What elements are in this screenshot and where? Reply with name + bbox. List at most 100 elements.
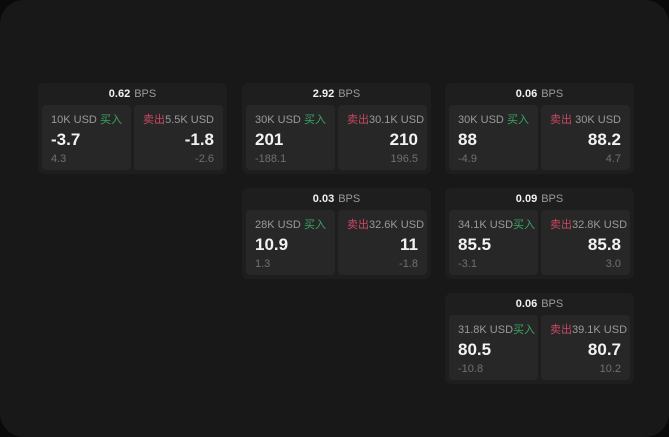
- buy-panel[interactable]: 34.1K USD 买入 85.5 -3.1: [449, 210, 538, 275]
- buy-side-label: 买入: [513, 324, 536, 336]
- card-header: 0.09 BPS: [445, 188, 634, 210]
- buy-sub-value: -188.1: [255, 152, 287, 165]
- buy-price: -3.7: [51, 130, 81, 150]
- card-header: 0.06 BPS: [445, 293, 634, 315]
- sell-panel[interactable]: 卖出 30.1K USD 210 196.5: [338, 105, 427, 170]
- sell-sub-value: 10.2: [599, 362, 621, 375]
- sell-price: 11: [400, 235, 418, 255]
- sell-panel[interactable]: 卖出 39.1K USD 80.7 10.2: [541, 315, 630, 380]
- bps-unit-label: BPS: [541, 298, 564, 310]
- quote-card: 0.06 BPS 30K USD 买入 88 -4.9 卖出 30K USD 8…: [445, 83, 634, 174]
- quote-card: 0.06 BPS 31.8K USD 买入 80.5 -10.8 卖出 39.1…: [445, 293, 634, 384]
- bid-ask-panels: 31.8K USD 买入 80.5 -10.8 卖出 39.1K USD 80.…: [449, 315, 630, 380]
- bps-value: 0.09: [515, 193, 538, 205]
- buy-panel[interactable]: 10K USD 买入 -3.7 4.3: [42, 105, 131, 170]
- sell-amount: 32.8K USD: [572, 219, 628, 231]
- sell-panel-top: 卖出 32.6K USD: [347, 216, 424, 232]
- buy-amount: 34.1K USD: [458, 219, 514, 231]
- sell-side-label: 卖出: [550, 219, 572, 231]
- buy-sub-value: -4.9: [458, 152, 477, 165]
- sell-panel[interactable]: 卖出 32.8K USD 85.8 3.0: [541, 210, 630, 275]
- sell-panel-top: 卖出 30K USD: [550, 111, 621, 127]
- bps-value: 0.03: [312, 193, 335, 205]
- buy-panel-top: 10K USD 买入: [51, 111, 122, 127]
- sell-panel-top: 卖出 30.1K USD: [347, 111, 424, 127]
- sell-panel-top: 卖出 5.5K USD: [143, 111, 214, 127]
- bid-ask-panels: 30K USD 买入 88 -4.9 卖出 30K USD 88.2 4.7: [449, 105, 630, 170]
- card-header: 0.06 BPS: [445, 83, 634, 105]
- sell-amount: 30.1K USD: [369, 114, 425, 126]
- buy-panel-top: 30K USD 买入: [255, 111, 326, 127]
- card-header: 0.03 BPS: [242, 188, 431, 210]
- buy-sub-value: -10.8: [458, 362, 484, 375]
- bid-ask-panels: 28K USD 买入 10.9 1.3 卖出 32.6K USD 11 -1.8: [246, 210, 427, 275]
- bps-value: 0.06: [515, 298, 538, 310]
- sell-panel-top: 卖出 32.8K USD: [550, 216, 627, 232]
- bps-unit-label: BPS: [338, 88, 361, 100]
- quote-card: 2.92 BPS 30K USD 买入 201 -188.1 卖出 30.1K …: [242, 83, 431, 174]
- bps-value: 0.62: [108, 88, 131, 100]
- bps-unit-label: BPS: [541, 193, 564, 205]
- buy-side-label: 买入: [507, 114, 529, 126]
- buy-panel[interactable]: 31.8K USD 买入 80.5 -10.8: [449, 315, 538, 380]
- sell-panel-top: 卖出 39.1K USD: [550, 321, 627, 337]
- buy-side-label: 买入: [100, 114, 122, 126]
- sell-side-label: 卖出: [550, 114, 572, 126]
- buy-sub-value: 1.3: [255, 257, 271, 270]
- bps-unit-label: BPS: [541, 88, 564, 100]
- buy-sub-value: 4.3: [51, 152, 67, 165]
- buy-amount: 30K USD: [458, 114, 504, 126]
- bps-unit-label: BPS: [338, 193, 361, 205]
- sell-price: 85.8: [587, 235, 621, 255]
- buy-amount: 30K USD: [255, 114, 301, 126]
- sell-side-label: 卖出: [347, 219, 369, 231]
- buy-price: 80.5: [458, 340, 492, 360]
- sell-price: -1.8: [184, 130, 214, 150]
- buy-amount: 31.8K USD: [458, 324, 514, 336]
- sell-sub-value: 196.5: [390, 152, 418, 165]
- sell-amount: 5.5K USD: [165, 114, 214, 126]
- buy-panel[interactable]: 28K USD 买入 10.9 1.3: [246, 210, 335, 275]
- sell-price: 88.2: [587, 130, 621, 150]
- buy-panel[interactable]: 30K USD 买入 88 -4.9: [449, 105, 538, 170]
- buy-side-label: 买入: [304, 219, 326, 231]
- sell-panel[interactable]: 卖出 30K USD 88.2 4.7: [541, 105, 630, 170]
- buy-panel-top: 28K USD 买入: [255, 216, 326, 232]
- sell-price: 210: [389, 130, 418, 150]
- sell-panel[interactable]: 卖出 32.6K USD 11 -1.8: [338, 210, 427, 275]
- sell-amount: 30K USD: [575, 114, 621, 126]
- quote-card: 0.09 BPS 34.1K USD 买入 85.5 -3.1 卖出 32.8K…: [445, 188, 634, 279]
- buy-price: 88: [458, 130, 477, 150]
- sell-sub-value: -1.8: [399, 257, 418, 270]
- buy-price: 201: [255, 130, 284, 150]
- buy-panel-top: 30K USD 买入: [458, 111, 529, 127]
- sell-sub-value: 3.0: [605, 257, 621, 270]
- sell-price: 80.7: [587, 340, 621, 360]
- bid-ask-panels: 34.1K USD 买入 85.5 -3.1 卖出 32.8K USD 85.8…: [449, 210, 630, 275]
- buy-panel[interactable]: 30K USD 买入 201 -188.1: [246, 105, 335, 170]
- bps-value: 0.06: [515, 88, 538, 100]
- sell-sub-value: 4.7: [605, 152, 621, 165]
- buy-panel-top: 31.8K USD 买入: [458, 321, 535, 337]
- card-header: 0.62 BPS: [38, 83, 227, 105]
- buy-panel-top: 34.1K USD 买入: [458, 216, 535, 232]
- sell-amount: 39.1K USD: [572, 324, 628, 336]
- sell-panel[interactable]: 卖出 5.5K USD -1.8 -2.6: [134, 105, 223, 170]
- buy-side-label: 买入: [513, 219, 536, 231]
- buy-side-label: 买入: [304, 114, 326, 126]
- sell-side-label: 卖出: [143, 114, 165, 126]
- buy-amount: 28K USD: [255, 219, 301, 231]
- bid-ask-panels: 10K USD 买入 -3.7 4.3 卖出 5.5K USD -1.8 -2.…: [42, 105, 223, 170]
- card-header: 2.92 BPS: [242, 83, 431, 105]
- bps-unit-label: BPS: [134, 88, 157, 100]
- quote-card: 0.62 BPS 10K USD 买入 -3.7 4.3 卖出 5.5K USD…: [38, 83, 227, 174]
- buy-amount: 10K USD: [51, 114, 97, 126]
- sell-side-label: 卖出: [550, 324, 572, 336]
- quote-card: 0.03 BPS 28K USD 买入 10.9 1.3 卖出 32.6K US…: [242, 188, 431, 279]
- sell-amount: 32.6K USD: [369, 219, 425, 231]
- bid-ask-panels: 30K USD 买入 201 -188.1 卖出 30.1K USD 210 1…: [246, 105, 427, 170]
- buy-price: 10.9: [255, 235, 289, 255]
- buy-sub-value: -3.1: [458, 257, 477, 270]
- sell-side-label: 卖出: [347, 114, 369, 126]
